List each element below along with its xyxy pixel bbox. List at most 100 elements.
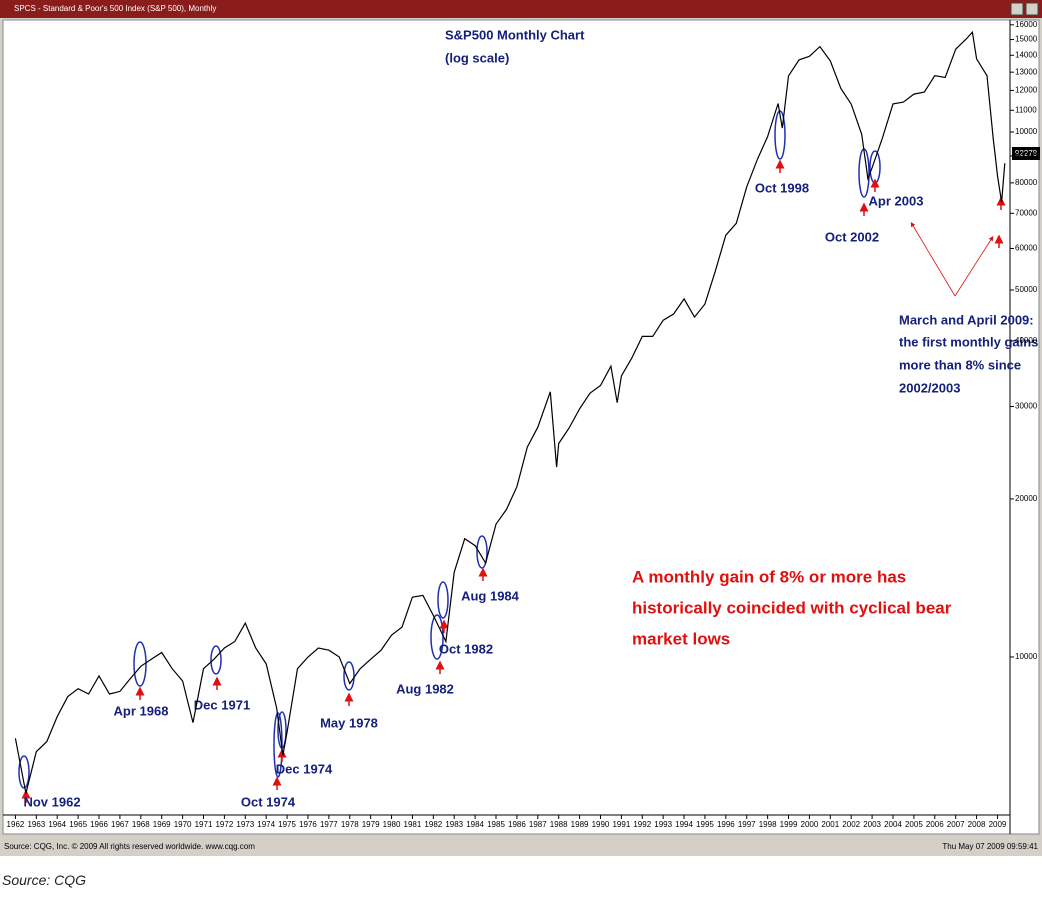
x-tick-label: 1986: [508, 820, 526, 829]
y-tick-label: 60000: [1015, 244, 1038, 253]
x-tick-label: 1964: [48, 820, 66, 829]
annotation: Oct 1974: [241, 794, 296, 809]
note-line: historically coincided with cyclical bea…: [632, 598, 952, 617]
x-tick-label: 1969: [153, 820, 171, 829]
y-tick-label: 40000: [1015, 336, 1038, 345]
annotation: Dec 1974: [276, 761, 333, 776]
x-tick-label: 1978: [341, 820, 359, 829]
x-tick-label: 1989: [571, 820, 589, 829]
annotation: May 1978: [320, 715, 378, 730]
y-tick-label: 90000: [1015, 151, 1038, 160]
x-tick-label: 1974: [257, 820, 275, 829]
note-line: March and April 2009:: [899, 312, 1034, 327]
annotation: Aug 1982: [396, 681, 454, 696]
y-tick-label: 14000: [1015, 50, 1038, 59]
y-tick-label: 10000: [1015, 127, 1038, 136]
note-line: more than 8% since: [899, 357, 1021, 372]
x-tick-label: 1988: [550, 820, 568, 829]
circle: [774, 110, 786, 160]
note-line: A monthly gain of 8% or more has: [632, 567, 906, 586]
last-price-label: 92278: [1015, 149, 1038, 158]
x-tick-label: 1994: [675, 820, 693, 829]
arrows: [21, 159, 1006, 803]
x-tick-label: 1987: [529, 820, 547, 829]
x-tick-label: 1979: [362, 820, 380, 829]
y-tick-label: 80000: [1015, 178, 1038, 187]
note-line: the first monthly gains: [899, 334, 1038, 349]
x-tick-label: 1967: [111, 820, 129, 829]
annotation: Oct 2002: [825, 229, 879, 244]
x-tick-label: 2003: [863, 820, 881, 829]
source-note: Source: CQG: [2, 872, 87, 888]
x-tick-label: 1992: [633, 820, 651, 829]
annotation: Apr 2003: [869, 193, 924, 208]
y-tick-label: 10000: [1015, 652, 1038, 661]
y-tick-label: 20000: [1015, 494, 1038, 503]
x-tick-label: 1993: [654, 820, 672, 829]
x-tick-label: 2002: [842, 820, 860, 829]
y-tick-label: 15000: [1015, 35, 1038, 44]
x-tick-label: 1983: [445, 820, 463, 829]
window-title: SPCS - Standard & Poor's 500 Index (S&P …: [14, 4, 216, 13]
x-tick-label: 2001: [821, 820, 839, 829]
note-2009: March and April 2009: the first monthly …: [899, 312, 1038, 395]
x-tick-label: 1966: [90, 820, 108, 829]
pointer-line: [910, 221, 956, 297]
chart-window: SPCS - Standard & Poor's 500 Index (S&P …: [0, 0, 1042, 856]
x-tick-label: 1995: [696, 820, 714, 829]
x-tick-label: 1981: [404, 820, 422, 829]
plot-panel: [2, 19, 1040, 835]
annotation: Oct 1998: [755, 180, 809, 195]
close-button[interactable]: [1025, 2, 1039, 16]
y-tick-label: 12000: [1015, 86, 1038, 95]
x-tick-label: 2005: [905, 820, 923, 829]
chart-title: S&P500 Monthly Chart: [445, 27, 585, 42]
y-tick-label: 13000: [1015, 67, 1038, 76]
y-tick-label: 50000: [1015, 285, 1038, 294]
x-tick-label: 1996: [717, 820, 735, 829]
x-tick-label: 1963: [27, 820, 45, 829]
note-main: A monthly gain of 8% or more has histori…: [632, 567, 952, 648]
chart-subtitle: (log scale): [445, 50, 509, 65]
footer-right: Thu May 07 2009 09:59:41: [942, 842, 1038, 851]
annotation: Apr 1968: [114, 703, 169, 718]
y-tick-label: 16000: [1015, 20, 1038, 29]
circle: [210, 645, 222, 675]
footer-left: Source: CQG, Inc. © 2009 All rights rese…: [4, 842, 255, 851]
circle: [133, 641, 147, 687]
x-tick-label: 1975: [278, 820, 296, 829]
annotation: Nov 1962: [23, 794, 80, 809]
x-tick-label: 1972: [215, 820, 233, 829]
minimize-button[interactable]: [1010, 2, 1024, 16]
pointer-lines: [910, 221, 994, 297]
x-tick-label: 1965: [69, 820, 87, 829]
note-line: market lows: [632, 629, 730, 648]
y-tick-label: 70000: [1015, 208, 1038, 217]
circle: [343, 661, 355, 691]
x-tick-label: 1999: [780, 820, 798, 829]
x-tick-label: 1990: [592, 820, 610, 829]
annotation: Dec 1971: [194, 697, 250, 712]
x-tick-label: 1962: [7, 820, 25, 829]
circle: [18, 755, 30, 789]
x-tick-label: 2009: [989, 820, 1007, 829]
x-tick-label: 1998: [759, 820, 777, 829]
x-tick-label: 1973: [236, 820, 254, 829]
annotation-labels: Nov 1962 Apr 1968 Dec 1971 Oct 1974 Dec …: [23, 180, 923, 809]
x-tick-label: 1980: [383, 820, 401, 829]
last-price-box: [1012, 147, 1040, 160]
x-tick-label: 1984: [466, 820, 484, 829]
y-tick-label: 11000: [1015, 105, 1037, 114]
x-tick-label: 1997: [738, 820, 756, 829]
circle: [437, 581, 449, 619]
pointer-line: [954, 235, 994, 297]
price-line: [14, 30, 1006, 794]
x-tick-label: 1976: [299, 820, 317, 829]
note-line: 2002/2003: [899, 380, 960, 395]
x-tick-label: 1982: [424, 820, 442, 829]
circle: [430, 614, 444, 660]
x-tick-label: 1977: [320, 820, 338, 829]
annotation: Aug 1984: [461, 588, 520, 603]
x-tick-label: 1970: [174, 820, 192, 829]
